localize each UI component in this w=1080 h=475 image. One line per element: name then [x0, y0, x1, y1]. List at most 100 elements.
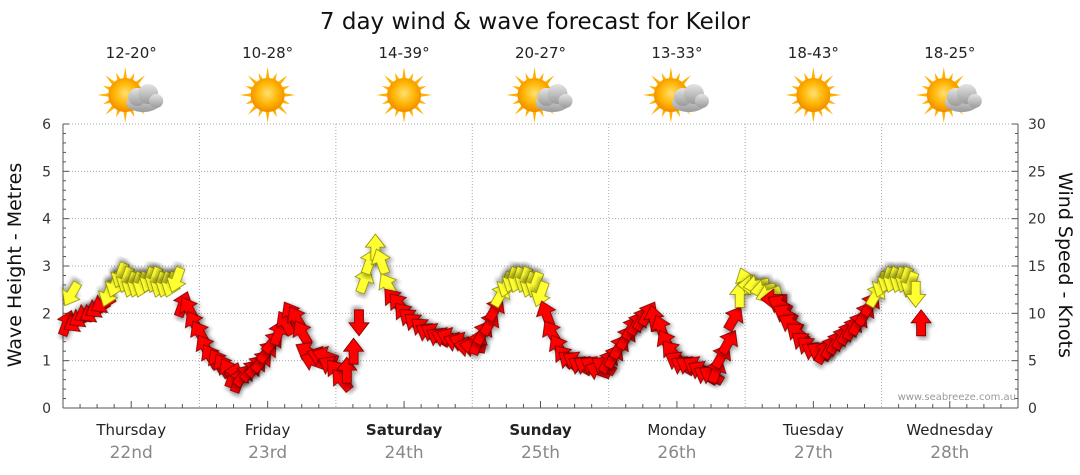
- sun-ray: [283, 93, 296, 97]
- y-tick-label-right: 0: [1028, 401, 1037, 417]
- wind-arrow: [723, 306, 744, 333]
- sun-ray: [941, 67, 946, 80]
- day-name: Thursday: [95, 421, 166, 439]
- day-date: 25th: [521, 443, 560, 463]
- chart-title: 7 day wind & wave forecast for Keilor: [320, 9, 751, 35]
- y-axis-label-right: Wind Speed - Knots: [1054, 172, 1076, 358]
- sun-ray: [642, 93, 656, 97]
- day-temperature: 12-20°: [106, 44, 157, 62]
- y-tick-label-left: 6: [42, 117, 51, 133]
- wind-arrow: [342, 337, 365, 365]
- y-tick-label-right: 15: [1028, 259, 1046, 275]
- day-date: 23rd: [248, 443, 287, 463]
- sun-ray: [413, 75, 424, 86]
- y-axis-label-left: Wave Height - Metres: [4, 163, 26, 367]
- day-name: Saturday: [366, 421, 443, 439]
- y-tick-label-left: 3: [42, 259, 51, 275]
- wind-arrow: [62, 280, 83, 307]
- sun-ray: [811, 67, 816, 80]
- wind-arrow: [348, 309, 370, 337]
- sun-ray: [941, 110, 946, 123]
- sun-ray: [953, 75, 964, 86]
- wind-arrow: [166, 265, 187, 294]
- sun-ray: [793, 104, 804, 115]
- sun-ray: [680, 75, 691, 86]
- weather-icon-row: [97, 67, 982, 123]
- sun-ray: [413, 104, 424, 115]
- sun-ray: [793, 75, 804, 86]
- partly-cloudy-icon: [506, 67, 573, 123]
- sun-ray: [239, 93, 252, 97]
- plot-grid: [63, 123, 1018, 408]
- sun-disc: [387, 78, 422, 112]
- y-tick-label-left: 1: [42, 354, 51, 370]
- wind-arrows: [56, 233, 932, 394]
- sun-ray: [247, 104, 258, 115]
- day-date: 22nd: [110, 443, 153, 463]
- sun-ray: [384, 104, 395, 115]
- sun-ray: [506, 93, 519, 97]
- day-temperature: 18-25°: [924, 44, 975, 62]
- sun-ray: [419, 93, 433, 97]
- day-name: Wednesday: [906, 421, 993, 439]
- cloud-shape: [944, 84, 982, 112]
- y-tick-label-left: 0: [42, 401, 51, 417]
- sun-ray: [823, 104, 834, 115]
- y-tick-label-right: 10: [1028, 306, 1046, 322]
- y-tick-label-right: 30: [1028, 117, 1046, 133]
- y-tick-label-right: 25: [1028, 164, 1046, 180]
- sun-ray: [514, 75, 525, 86]
- sun-ray: [651, 104, 662, 115]
- y-tick-label-left: 2: [42, 306, 51, 322]
- y-tick-label-left: 4: [42, 212, 51, 228]
- sun-ray: [532, 67, 537, 80]
- temperature-row: 12-20° 10-28° 14-39° 20-27° 13-33° 18-43° 18-2…: [106, 44, 976, 62]
- wind-arrow: [370, 248, 392, 276]
- sunny-icon: [239, 67, 296, 123]
- sun-ray: [277, 75, 288, 86]
- day-name: Tuesday: [782, 421, 844, 439]
- sun-ray: [247, 75, 258, 86]
- cloud-puff: [558, 94, 573, 108]
- cloud-puff: [694, 94, 709, 108]
- sun-ray: [544, 75, 555, 86]
- sunny-icon: [376, 67, 433, 123]
- watermark: www.seabreeze.com.au: [898, 392, 1016, 403]
- sun-ray: [829, 93, 842, 97]
- sun-ray: [97, 93, 110, 97]
- sun-ray: [105, 104, 116, 115]
- sun-ray: [811, 110, 816, 123]
- wind-arrow: [717, 329, 738, 356]
- wind-arrow: [904, 280, 927, 309]
- partly-cloudy-icon: [915, 67, 982, 123]
- day-date: 28th: [930, 443, 969, 463]
- sun-ray: [376, 93, 389, 97]
- sunny-icon: [785, 67, 842, 123]
- plot-axes: 0 1 2 3 4 5 6 0 5 10 15 20 25 30: [42, 117, 1046, 417]
- day-name: Monday: [647, 421, 706, 439]
- sun-ray: [514, 104, 525, 115]
- y-tick-label-right: 5: [1028, 354, 1037, 370]
- sun-ray: [669, 67, 673, 80]
- sun-ray: [402, 67, 406, 80]
- y-tick-label-left: 5: [42, 164, 51, 180]
- cloud-shape: [535, 84, 573, 112]
- day-temperature: 10-28°: [242, 44, 293, 62]
- sun-ray: [823, 75, 834, 86]
- sun-disc: [250, 78, 285, 112]
- sun-ray: [105, 75, 116, 86]
- cloud-puff: [967, 94, 982, 108]
- sun-ray: [923, 104, 934, 115]
- sun-ray: [384, 75, 395, 86]
- day-labels: Thursday 22nd Friday 23rd Saturday 24th Sunday…: [95, 421, 993, 463]
- day-temperature: 20-27°: [515, 44, 566, 62]
- day-name: Sunday: [509, 421, 572, 439]
- day-date: 24th: [385, 443, 424, 463]
- day-name: Friday: [245, 421, 291, 439]
- day-temperature: 13-33°: [651, 44, 702, 62]
- sun-ray: [265, 67, 270, 80]
- y-tick-label-right: 20: [1028, 212, 1046, 228]
- day-temperature: 14-39°: [379, 44, 430, 62]
- cloud-puff: [149, 94, 164, 108]
- sun-ray: [123, 67, 128, 80]
